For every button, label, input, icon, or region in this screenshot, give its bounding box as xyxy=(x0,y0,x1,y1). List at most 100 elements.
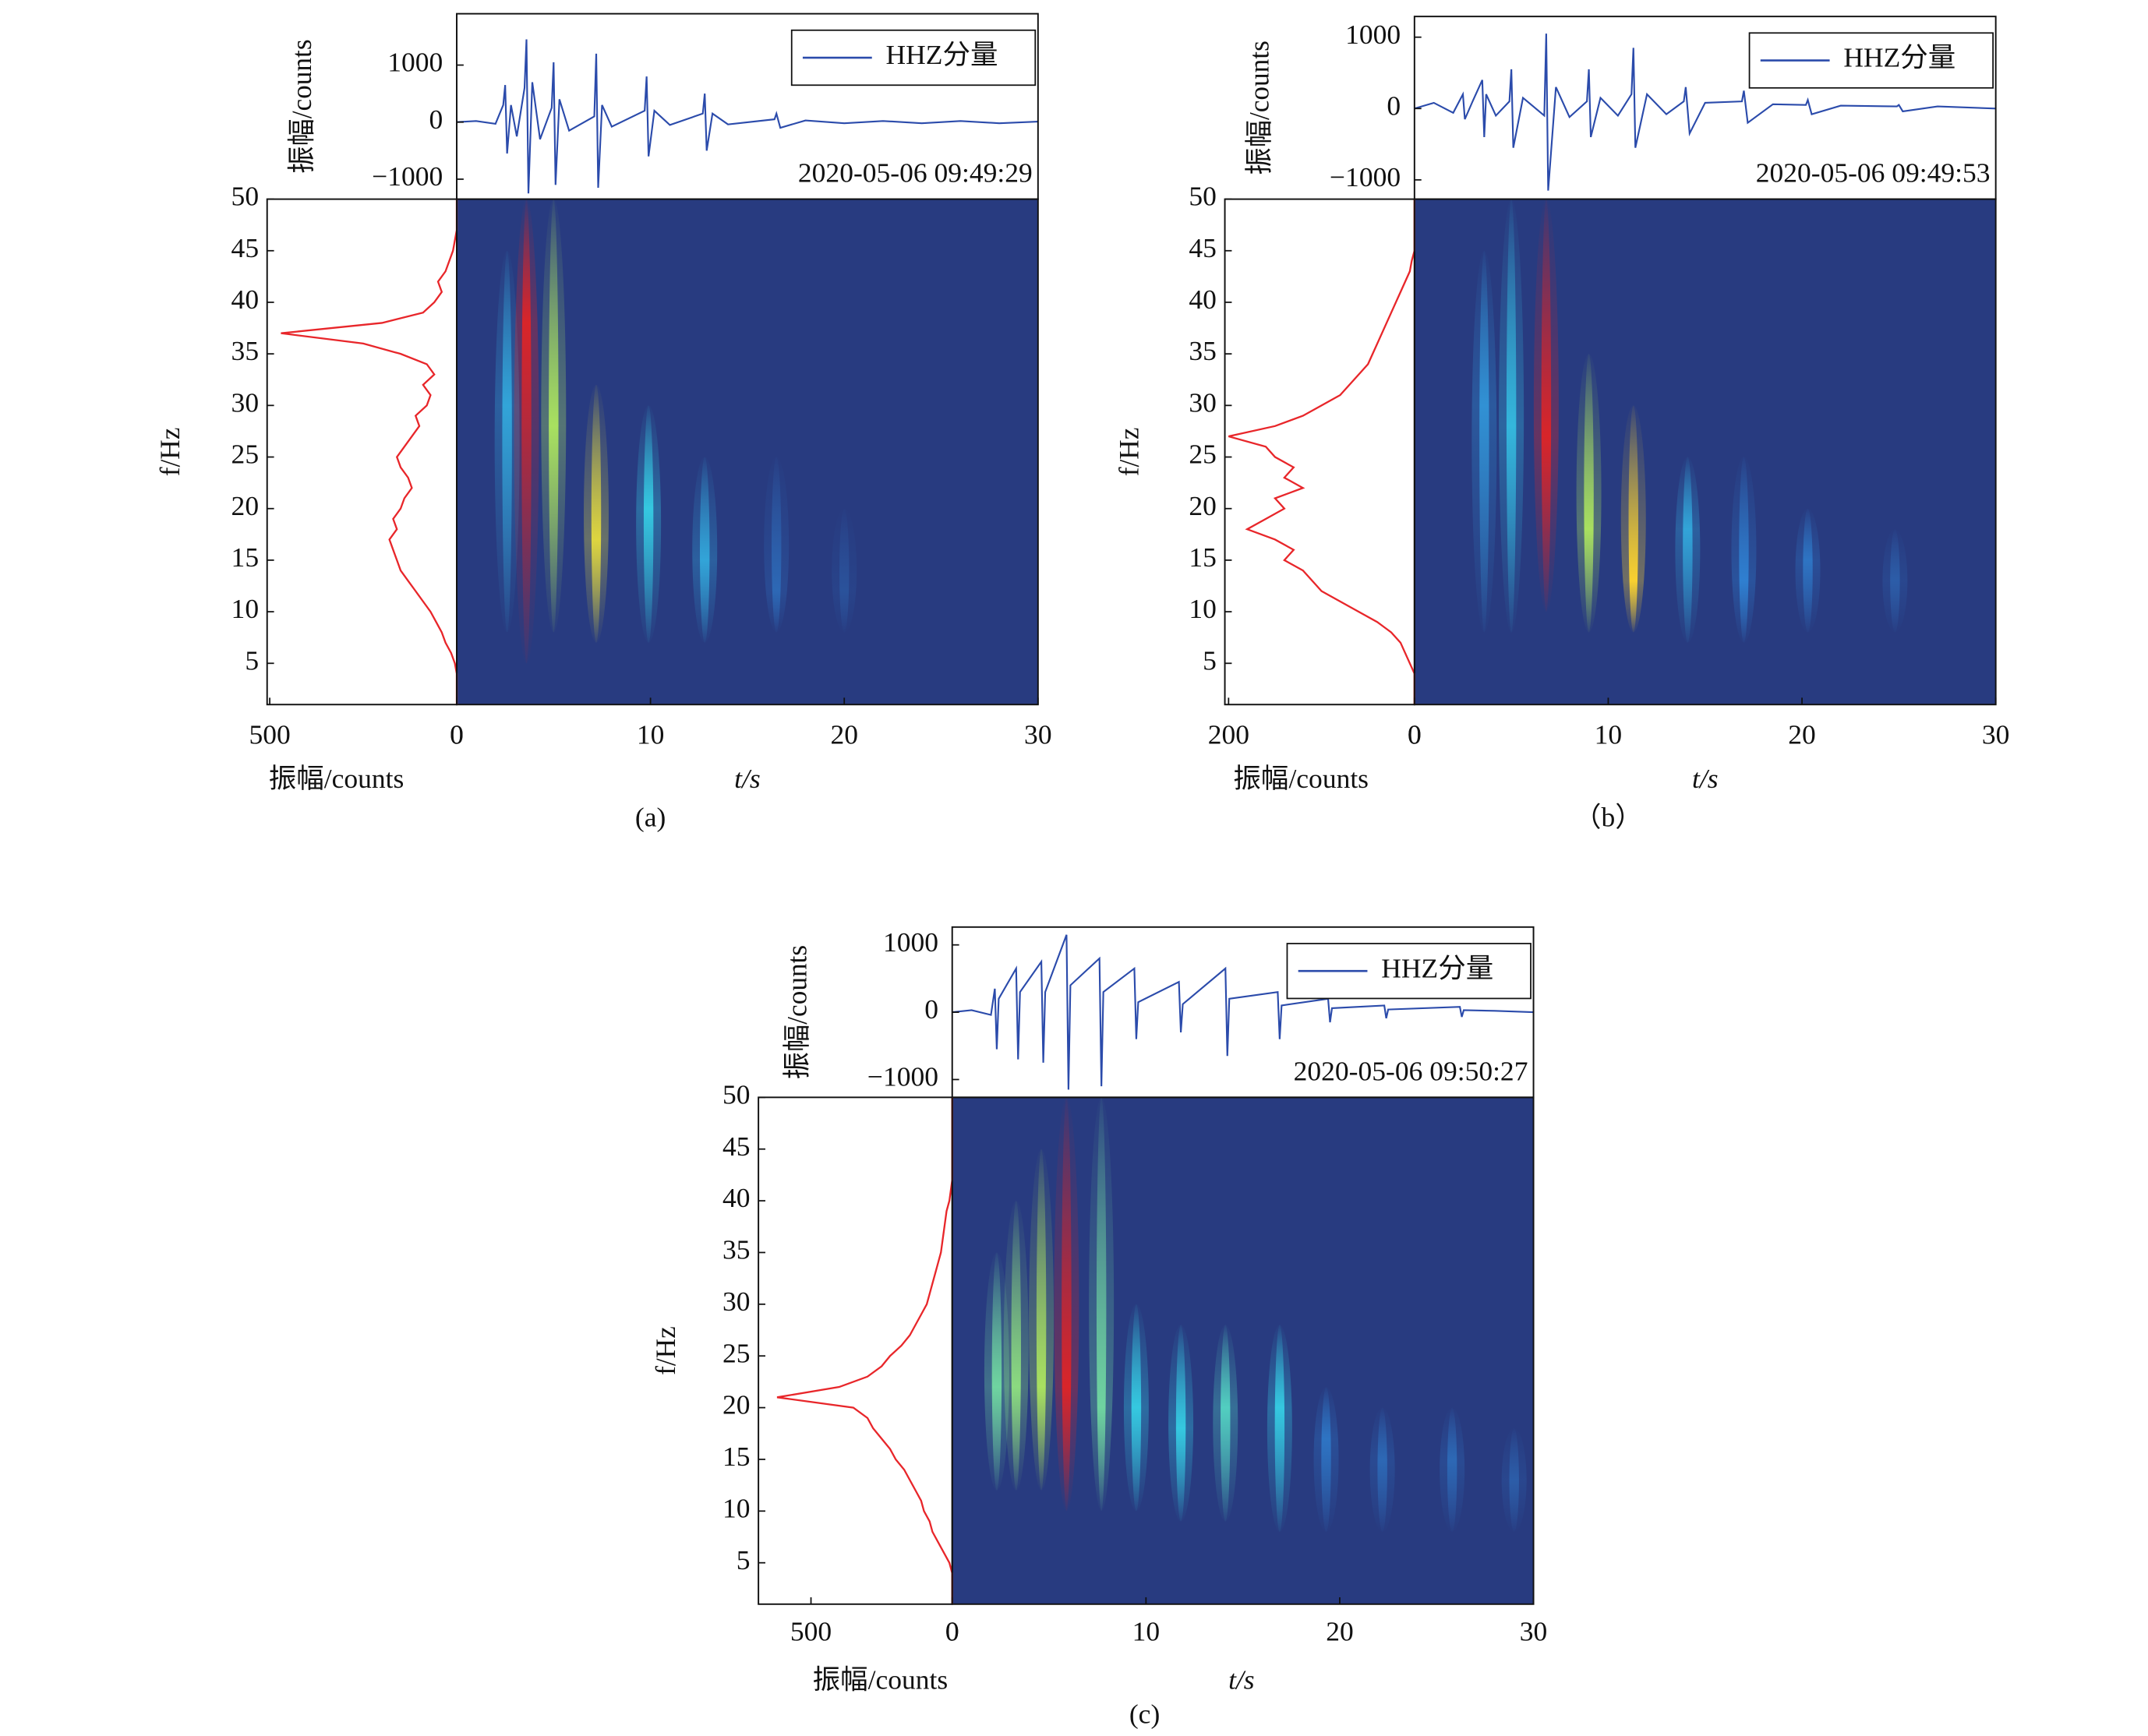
y-tick-label: 45 xyxy=(722,1131,751,1162)
burst xyxy=(1803,508,1813,633)
y-axis-label: f/Hz xyxy=(154,428,185,477)
y-tick-label: 0 xyxy=(924,993,938,1025)
waveform-line xyxy=(456,39,1038,194)
burst xyxy=(1447,1407,1457,1532)
y-tick-label: 20 xyxy=(1189,490,1217,521)
bursts xyxy=(984,1097,1527,1532)
y-tick-label: 5 xyxy=(1203,645,1217,676)
y-tick-label: 25 xyxy=(722,1337,751,1368)
spectrogram: 0 10 20 30 5 10 15 20 25 30 35 40 45 50 f/Hz t/s (a) xyxy=(154,181,1052,833)
y-tick-label: 40 xyxy=(231,284,260,315)
burst xyxy=(1890,529,1900,633)
y-tick-label: 35 xyxy=(722,1234,751,1265)
x-tick-label: 0 xyxy=(945,1616,959,1647)
legend-label: HHZ分量 xyxy=(1381,952,1493,983)
x-tick-label: 30 xyxy=(1982,719,2010,750)
x-tick-label: 10 xyxy=(637,719,665,750)
burst xyxy=(1011,1201,1021,1491)
burst xyxy=(502,250,512,633)
x-axis-label: 振幅/counts xyxy=(813,1664,949,1695)
x-tick-label: 10 xyxy=(1595,719,1623,750)
y-tick-label: 40 xyxy=(722,1182,751,1213)
y-tick-label: 20 xyxy=(722,1389,751,1420)
y-tick-label: 35 xyxy=(1189,335,1217,366)
y-tick-label: 10 xyxy=(231,593,260,624)
y-tick-label: 25 xyxy=(231,439,260,470)
y-tick-label: 50 xyxy=(231,181,260,212)
waveform: HHZ分量 −1000 0 1000 2020-05-06 09:49:53 振幅/cou… xyxy=(1244,16,1997,200)
y-tick-label: −1000 xyxy=(867,1061,938,1092)
burst xyxy=(1479,250,1489,633)
y-tick-label: 30 xyxy=(231,387,260,418)
x-tick-label: 20 xyxy=(1788,719,1816,750)
frame xyxy=(456,12,1039,200)
burst xyxy=(1541,199,1552,612)
x-axis-label: 振幅/counts xyxy=(1233,763,1369,794)
burst xyxy=(1321,1387,1331,1532)
y-tick-label: 5 xyxy=(245,645,259,676)
burst xyxy=(1036,1149,1047,1491)
burst xyxy=(643,405,654,643)
spectrum-line xyxy=(281,199,458,705)
burst xyxy=(1274,1325,1285,1532)
x-tick-label: 500 xyxy=(249,719,290,750)
burst xyxy=(771,457,782,633)
y-tick-label: 35 xyxy=(231,335,260,366)
burst xyxy=(1509,1428,1519,1532)
waveform-line xyxy=(952,934,1534,1090)
panel-label: (c) xyxy=(1129,1699,1160,1730)
x-tick-label: 200 xyxy=(1208,719,1249,750)
x-axis-label: t/s xyxy=(1228,1664,1255,1695)
y-axis-label: 振幅/counts xyxy=(1244,41,1275,175)
burst xyxy=(521,199,532,664)
annotation: 2020-05-06 09:50:27 xyxy=(1294,1056,1528,1087)
y-tick-label: 15 xyxy=(231,542,260,573)
burst xyxy=(549,199,559,633)
y-tick-label: 45 xyxy=(1189,232,1217,263)
burst xyxy=(1221,1325,1231,1522)
waveform-line xyxy=(1414,34,1996,191)
panel-label: (a) xyxy=(635,802,666,833)
y-axis-label: f/Hz xyxy=(650,1326,681,1375)
y-tick-label: 5 xyxy=(737,1544,751,1575)
y-tick-label: 25 xyxy=(1189,439,1217,470)
bursts xyxy=(1471,199,1908,643)
y-tick-label: −1000 xyxy=(372,161,443,192)
y-axis-label: 振幅/counts xyxy=(286,39,317,173)
y-tick-label: 15 xyxy=(1189,542,1217,573)
burst xyxy=(1377,1407,1387,1532)
spectrum-line xyxy=(1228,199,1415,705)
x-tick-label: 30 xyxy=(1520,1616,1548,1647)
waveform: HHZ分量 −1000 0 1000 2020-05-06 09:49:29 振幅/cou… xyxy=(286,12,1039,200)
y-tick-label: 10 xyxy=(1189,593,1217,624)
y-tick-label: 30 xyxy=(1189,387,1217,418)
x-tick-label: 0 xyxy=(1408,719,1422,750)
frame xyxy=(1413,16,1997,200)
x-tick-label: 10 xyxy=(1132,1616,1161,1647)
spectrogram: 0 10 20 30 5 10 15 20 25 30 35 40 45 50 f/Hz t/s (c) xyxy=(650,1079,1548,1730)
y-tick-label: 15 xyxy=(722,1441,751,1472)
frame xyxy=(758,1096,953,1605)
burst xyxy=(991,1252,1002,1491)
x-axis-label: 振幅/counts xyxy=(269,763,405,794)
burst xyxy=(1062,1097,1072,1512)
x-axis-label: t/s xyxy=(1692,763,1719,794)
legend-label: HHZ分量 xyxy=(1843,42,1955,73)
burst xyxy=(1175,1325,1186,1522)
y-axis-label: 振幅/counts xyxy=(781,945,812,1079)
x-axis-label: t/s xyxy=(734,763,761,794)
waveform: HHZ分量 −1000 0 1000 2020-05-06 09:50:27 振幅/cou… xyxy=(781,926,1535,1099)
spectrogram: 0 10 20 30 5 10 15 20 25 30 35 40 45 50 f/Hz t/s （b） xyxy=(1114,181,2010,833)
frame xyxy=(1224,198,1415,706)
panel-label: （b） xyxy=(1574,802,1643,833)
burst xyxy=(1131,1304,1142,1512)
y-tick-label: 10 xyxy=(722,1493,751,1524)
spectrum: 200 0 振幅/counts xyxy=(1208,198,1422,794)
legend-label: HHZ分量 xyxy=(885,39,998,70)
x-tick-label: 0 xyxy=(450,719,464,750)
x-tick-label: 0 xyxy=(450,719,464,750)
y-tick-label: 30 xyxy=(722,1286,751,1317)
y-tick-label: 0 xyxy=(1387,90,1401,121)
y-tick-label: 50 xyxy=(1189,181,1217,212)
burst xyxy=(591,384,602,643)
